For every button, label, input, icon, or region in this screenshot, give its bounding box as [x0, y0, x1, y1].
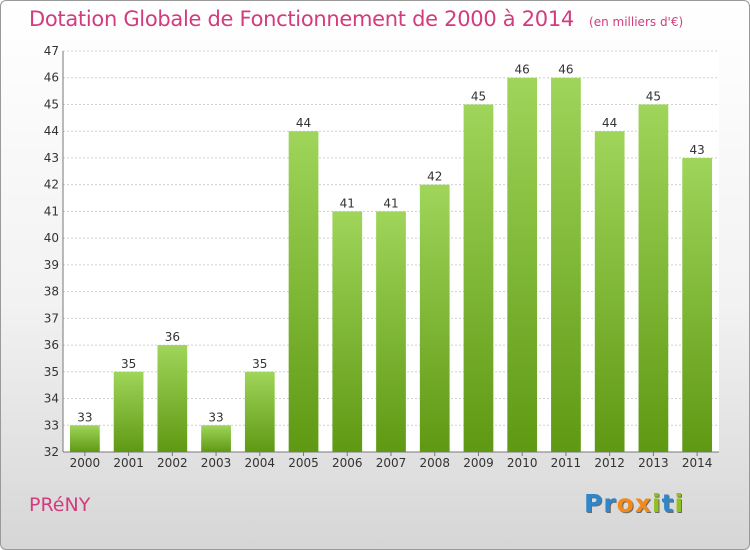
y-tick-label: 34: [44, 392, 59, 406]
x-tick-label: 2002: [157, 456, 188, 470]
bar: [551, 77, 581, 452]
x-tick-label: 2004: [245, 456, 276, 470]
bar-value-label: 44: [296, 116, 311, 130]
y-tick-label: 37: [44, 311, 59, 325]
bar: [638, 104, 669, 452]
y-tick-label: 39: [44, 258, 59, 272]
x-tick-label: 2001: [113, 456, 144, 470]
bar: [244, 371, 275, 452]
bar-value-label: 36: [165, 330, 180, 344]
chart-title: Dotation Globale de Fonctionnement de 20…: [29, 7, 574, 31]
y-tick-label: 43: [44, 151, 59, 165]
bar: [376, 211, 406, 452]
x-tick-label: 2011: [551, 456, 582, 470]
logo-letter: r: [603, 489, 617, 518]
bar-value-label: 46: [515, 63, 530, 77]
proxiti-logo: Proxiti: [584, 489, 684, 518]
x-tick-label: 2014: [682, 456, 713, 470]
y-tick-label: 32: [44, 445, 59, 459]
bar-value-label: 45: [646, 89, 661, 103]
bar-value-label: 42: [427, 170, 442, 184]
y-tick-label: 36: [44, 338, 59, 352]
chart-subtitle: (en milliers d'€): [589, 15, 684, 29]
bar: [594, 131, 625, 452]
y-tick-label: 41: [44, 204, 59, 218]
logo-letter: x: [634, 489, 652, 518]
logo-letter: P: [584, 489, 604, 518]
x-tick-label: 2007: [376, 456, 407, 470]
bar-value-label: 35: [121, 357, 136, 371]
bar: [288, 131, 319, 452]
bar: [201, 425, 231, 452]
bar: [419, 184, 450, 452]
logo-letter: o: [616, 489, 635, 518]
bar: [69, 425, 100, 452]
x-tick-label: 2012: [594, 456, 625, 470]
y-tick-label: 44: [44, 124, 59, 138]
bar: [682, 157, 713, 452]
y-tick-label: 33: [44, 418, 59, 432]
commune-name: PRéNY: [29, 494, 91, 516]
bar: [157, 345, 188, 452]
bar-value-label: 46: [558, 63, 573, 77]
x-tick-label: 2000: [70, 456, 101, 470]
bar: [507, 77, 538, 452]
bar-value-label: 41: [340, 196, 355, 210]
x-tick-label: 2006: [332, 456, 363, 470]
bar-value-label: 33: [77, 410, 92, 424]
x-tick-label: 2013: [638, 456, 669, 470]
title-row: Dotation Globale de Fonctionnement de 20…: [29, 7, 683, 31]
x-tick-label: 2003: [201, 456, 232, 470]
bar: [463, 104, 494, 452]
y-tick-label: 42: [44, 178, 59, 192]
y-tick-label: 38: [44, 285, 59, 299]
bar: [113, 371, 144, 452]
logo-letter: t: [661, 489, 675, 518]
bar-value-label: 43: [689, 143, 704, 157]
y-tick-label: 40: [44, 231, 59, 245]
bar-value-label: 45: [471, 89, 486, 103]
logo-letter: i: [674, 489, 685, 518]
x-tick-label: 2008: [419, 456, 450, 470]
bar-value-label: 41: [383, 196, 398, 210]
y-tick-label: 45: [44, 97, 59, 111]
bar: [332, 211, 363, 452]
x-tick-label: 2005: [288, 456, 319, 470]
y-tick-label: 47: [44, 44, 59, 58]
bar-value-label: 44: [602, 116, 617, 130]
logo-letter: i: [652, 489, 662, 518]
bar-value-label: 33: [208, 410, 223, 424]
x-tick-label: 2009: [463, 456, 494, 470]
x-tick-label: 2010: [507, 456, 538, 470]
y-tick-label: 46: [44, 71, 59, 85]
bar-value-label: 35: [252, 357, 267, 371]
y-tick-label: 35: [44, 365, 59, 379]
